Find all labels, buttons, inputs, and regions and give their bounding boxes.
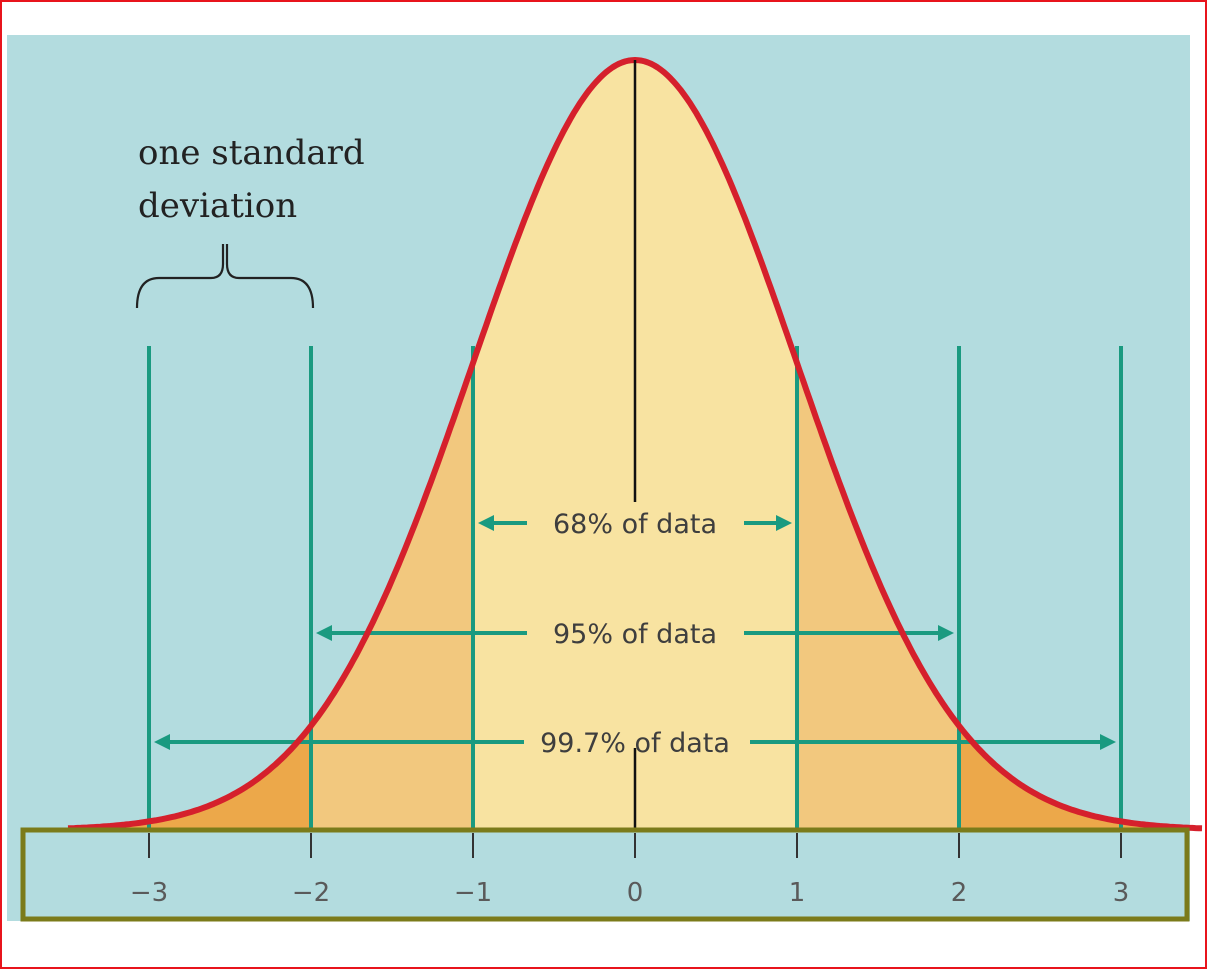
tick-label: 3: [1113, 878, 1130, 908]
range-arrow-0: 68% of data: [478, 509, 792, 540]
sd-annotation: one standard deviation: [135, 133, 365, 309]
arrowhead-right-icon: [938, 625, 954, 641]
tick-label: −3: [130, 878, 168, 908]
tick-label: −1: [454, 878, 492, 908]
x-axis-ticks: −3 −2 −1 0 1 2 3: [130, 833, 1129, 908]
range-label-0: 68% of data: [553, 509, 717, 540]
tick-label: −2: [292, 878, 330, 908]
sd-guide-lines: [147, 346, 1123, 830]
x-axis-box: [20, 827, 1190, 922]
tick-label: 0: [627, 878, 644, 908]
tick-label: 1: [789, 878, 806, 908]
fill-region-0: [68, 725, 311, 830]
brace-icon: [135, 244, 315, 309]
range-arrow-2: 99.7% of data: [154, 728, 1116, 759]
range-arrow-1: 95% of data: [316, 619, 954, 650]
annotation-line-1: one standard: [138, 133, 365, 173]
annotation-line-2: deviation: [138, 186, 297, 226]
tick-label: 2: [951, 878, 968, 908]
range-label-1: 95% of data: [553, 619, 717, 650]
arrowhead-right-icon: [1100, 734, 1116, 750]
arrowhead-left-icon: [154, 734, 170, 750]
arrowhead-right-icon: [776, 515, 792, 531]
fill-region-4: [959, 725, 1202, 830]
arrowhead-left-icon: [478, 515, 494, 531]
range-arrows: 68% of data 95% of data 99.7% of data: [154, 509, 1116, 759]
arrowhead-left-icon: [316, 625, 332, 641]
